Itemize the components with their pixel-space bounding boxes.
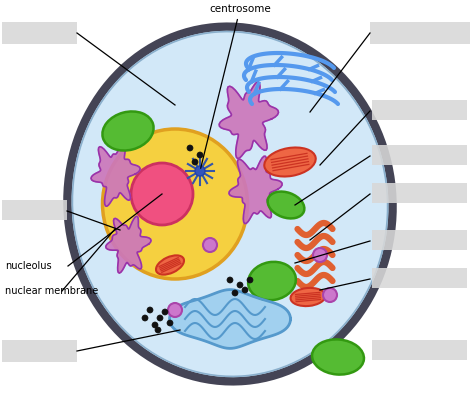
Ellipse shape — [237, 282, 243, 288]
FancyBboxPatch shape — [372, 268, 467, 288]
Ellipse shape — [227, 277, 233, 283]
Ellipse shape — [102, 129, 247, 279]
Ellipse shape — [313, 248, 327, 262]
Ellipse shape — [167, 320, 173, 326]
Ellipse shape — [195, 166, 205, 176]
Text: nucleolus: nucleolus — [5, 261, 52, 271]
FancyBboxPatch shape — [370, 22, 470, 44]
Ellipse shape — [264, 148, 316, 176]
Ellipse shape — [291, 288, 326, 306]
Ellipse shape — [203, 238, 217, 252]
Ellipse shape — [73, 32, 388, 376]
FancyBboxPatch shape — [2, 340, 77, 362]
FancyBboxPatch shape — [2, 200, 67, 220]
Polygon shape — [219, 82, 279, 158]
Text: nuclear membrane: nuclear membrane — [5, 286, 98, 296]
Ellipse shape — [131, 163, 193, 225]
FancyBboxPatch shape — [372, 100, 467, 120]
FancyBboxPatch shape — [2, 22, 77, 44]
Ellipse shape — [152, 322, 158, 328]
Text: centrosome: centrosome — [201, 4, 271, 168]
FancyBboxPatch shape — [372, 230, 467, 250]
Ellipse shape — [312, 340, 364, 375]
Polygon shape — [106, 216, 151, 273]
Ellipse shape — [168, 303, 182, 317]
Ellipse shape — [197, 152, 203, 158]
FancyBboxPatch shape — [372, 340, 467, 360]
Ellipse shape — [102, 111, 154, 150]
Ellipse shape — [162, 309, 168, 315]
Ellipse shape — [155, 327, 161, 333]
Ellipse shape — [147, 307, 153, 313]
Polygon shape — [229, 156, 282, 223]
Ellipse shape — [192, 159, 198, 165]
Ellipse shape — [247, 277, 253, 283]
Ellipse shape — [156, 255, 184, 275]
Ellipse shape — [67, 27, 392, 381]
FancyBboxPatch shape — [372, 183, 467, 203]
Ellipse shape — [268, 192, 304, 218]
Ellipse shape — [142, 315, 148, 321]
Ellipse shape — [232, 290, 238, 296]
Ellipse shape — [157, 315, 163, 321]
Polygon shape — [91, 144, 140, 206]
Ellipse shape — [187, 145, 193, 151]
FancyBboxPatch shape — [372, 145, 467, 165]
Ellipse shape — [323, 288, 337, 302]
Ellipse shape — [248, 262, 296, 300]
Ellipse shape — [242, 287, 248, 293]
Polygon shape — [170, 290, 291, 348]
